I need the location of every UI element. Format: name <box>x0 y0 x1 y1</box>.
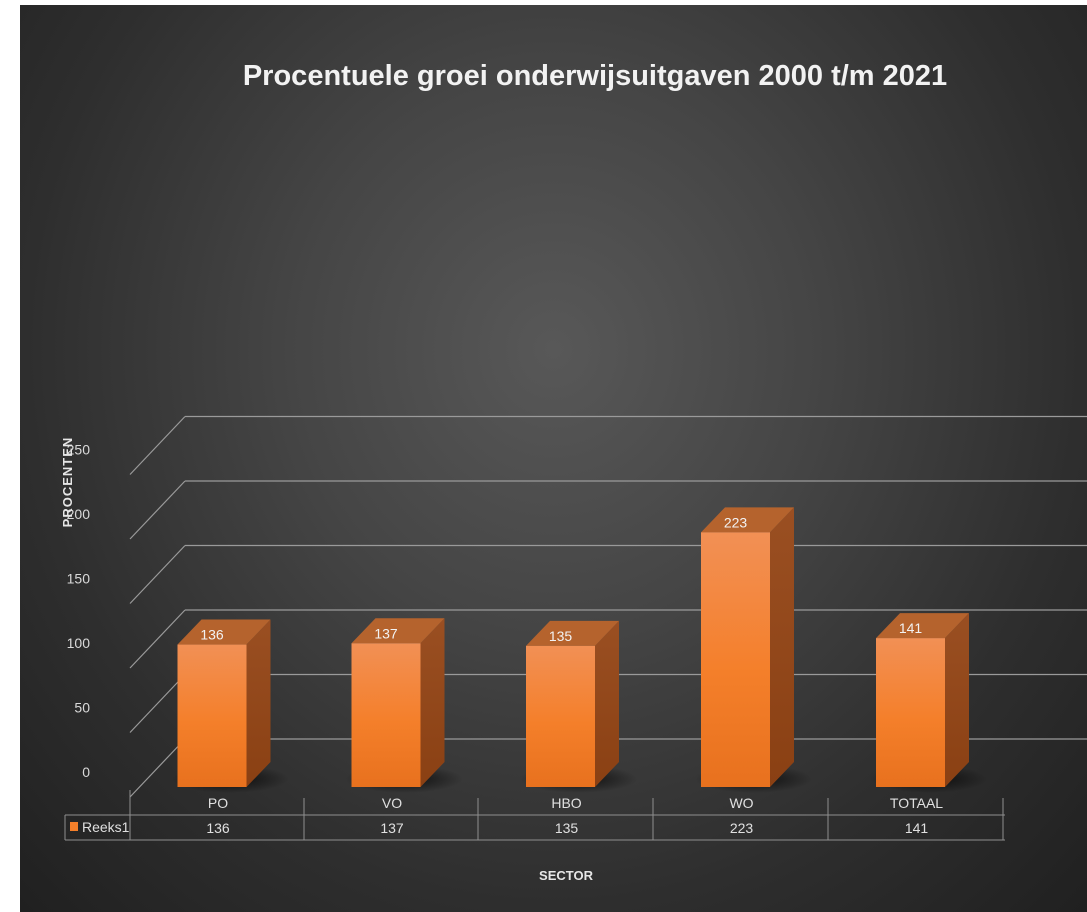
gridline-diagonal <box>129 416 186 475</box>
gridline-diagonal <box>129 480 186 540</box>
x-tick-label: PO <box>208 795 228 811</box>
bar-side <box>246 619 271 787</box>
bar <box>869 613 988 793</box>
table-value: 223 <box>730 820 754 836</box>
gridline-diagonal <box>129 674 186 733</box>
x-tick-label: VO <box>382 795 402 811</box>
y-axis-ticks: 0 50 100 150 200 250 <box>67 442 91 781</box>
y-axis-title: PROCENTEN <box>60 437 75 528</box>
y-tick-label: 0 <box>82 764 90 780</box>
bar-top <box>701 507 794 533</box>
table-value: 137 <box>380 820 404 836</box>
table-value: 136 <box>206 820 230 836</box>
bar <box>694 507 813 793</box>
chart-title: Procentuele groei onderwijsuitgaven 2000… <box>243 60 947 92</box>
bar-front <box>701 532 770 787</box>
gridline-diagonal <box>129 545 186 604</box>
bar-side <box>945 613 969 787</box>
table-value: 141 <box>905 820 929 836</box>
gridlines <box>129 415 1087 798</box>
bars <box>171 507 988 793</box>
bar-front <box>876 638 945 787</box>
gridline-diagonal <box>129 609 186 669</box>
bar <box>345 618 463 793</box>
bar-top <box>177 619 271 645</box>
gridline-diagonal <box>129 738 186 798</box>
bar-top <box>526 620 619 646</box>
legend-swatch <box>70 822 78 831</box>
y-tick-label: 100 <box>67 635 91 651</box>
bar-front <box>177 644 247 787</box>
data-label: 223 <box>724 514 748 530</box>
data-labels: 136 137 135 223 141 <box>200 514 922 644</box>
bar-front <box>526 645 595 787</box>
y-tick-label: 250 <box>67 442 91 458</box>
chart-canvas: Procentuele groei onderwijsuitgaven 2000… <box>60 60 1087 883</box>
y-tick-label: 200 <box>67 506 91 522</box>
data-label: 141 <box>899 620 923 636</box>
table-value: 135 <box>555 820 579 836</box>
data-label: 137 <box>374 625 398 641</box>
bar-front <box>351 643 421 787</box>
chart-frame: Procentuele groei onderwijsuitgaven 2000… <box>20 5 1087 912</box>
y-tick-label: 50 <box>74 700 90 716</box>
y-tick-label: 150 <box>67 571 91 587</box>
bar-top <box>876 613 969 639</box>
legend-series-name: Reeks1 <box>82 819 130 835</box>
x-tick-label: WO <box>729 795 753 811</box>
bar-side <box>595 620 619 787</box>
bar <box>519 620 638 793</box>
bar-side <box>420 618 445 787</box>
x-tick-label: TOTAAL <box>890 795 943 811</box>
data-label: 136 <box>200 627 224 643</box>
bar-side <box>770 507 794 787</box>
x-tick-label: HBO <box>551 795 581 811</box>
data-label: 135 <box>549 628 573 644</box>
data-table: Reeks1 PO 136 VO 137 HBO 135 WO 223 TOTAAL 141 <box>64 790 1005 841</box>
x-axis-title: SECTOR <box>539 868 594 883</box>
bar-top <box>351 618 445 644</box>
bar <box>171 619 289 793</box>
